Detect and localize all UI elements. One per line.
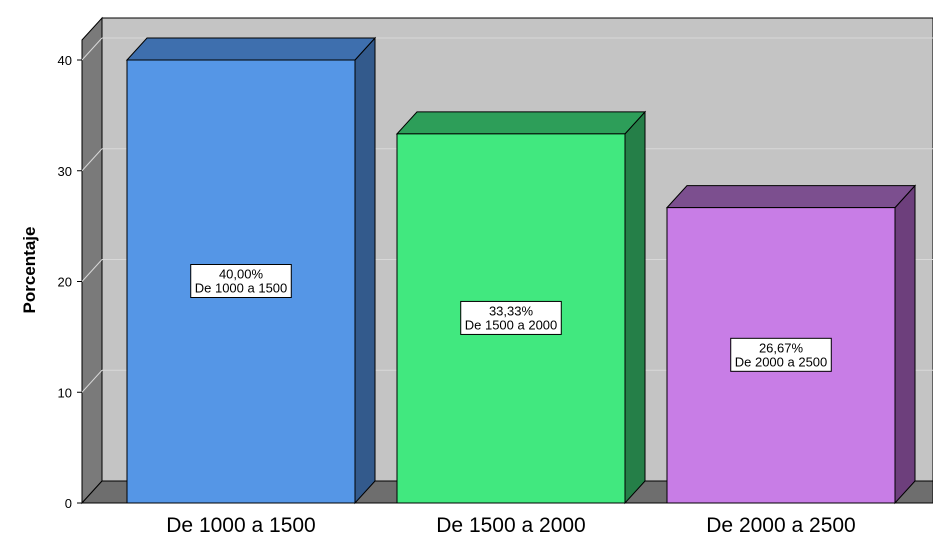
y-tick-label: 20 bbox=[58, 275, 72, 290]
x-axis-labels: De 1000 a 1500 De 1500 a 2000 De 2000 a 25… bbox=[166, 514, 855, 535]
y-axis-title: Porcentaje bbox=[20, 227, 39, 314]
y-tick-label: 0 bbox=[65, 496, 72, 511]
gridline-side bbox=[81, 37, 103, 61]
data-label-box bbox=[190, 264, 292, 298]
bar-side bbox=[354, 36, 376, 505]
y-tick-label: 40 bbox=[58, 53, 72, 68]
x-category-label: De 1000 a 1500 bbox=[166, 514, 315, 535]
x-category-label: De 1500 a 2000 bbox=[436, 514, 585, 535]
bar-top bbox=[665, 185, 917, 209]
y-axis-ticks: 0 10 20 30 40 bbox=[58, 53, 82, 511]
gridline-side bbox=[81, 369, 103, 393]
data-label: 40,00%De 1000 a 1500 bbox=[190, 264, 292, 298]
gridline-side bbox=[81, 259, 103, 282]
data-label-box bbox=[730, 337, 832, 372]
bar-top bbox=[125, 37, 377, 61]
data-label-value: 33,33% bbox=[489, 303, 534, 318]
bars bbox=[125, 36, 917, 505]
data-label-value: 26,67% bbox=[759, 340, 804, 355]
data-label-value: 40,00% bbox=[219, 267, 264, 282]
bar-top bbox=[395, 111, 647, 135]
x-category-label: De 2000 a 2500 bbox=[706, 514, 855, 535]
data-label-category: De 1000 a 1500 bbox=[195, 281, 288, 296]
bar-side bbox=[894, 184, 916, 505]
data-label: 26,67%De 2000 a 2500 bbox=[730, 337, 832, 372]
y-tick-label: 30 bbox=[58, 164, 72, 179]
data-label-box bbox=[460, 300, 562, 335]
data-label: 33,33%De 1500 a 2000 bbox=[460, 300, 562, 335]
side-wall bbox=[81, 16, 103, 505]
data-label-category: De 2000 a 2500 bbox=[735, 354, 828, 369]
bar-side bbox=[624, 110, 646, 505]
y-tick-label: 10 bbox=[58, 385, 72, 400]
gridline-side bbox=[81, 148, 103, 172]
data-labels: 40,00%De 1000 a 1500 33,33%De 1500 a 2000… bbox=[190, 264, 832, 372]
data-label-category: De 1500 a 2000 bbox=[465, 317, 558, 332]
